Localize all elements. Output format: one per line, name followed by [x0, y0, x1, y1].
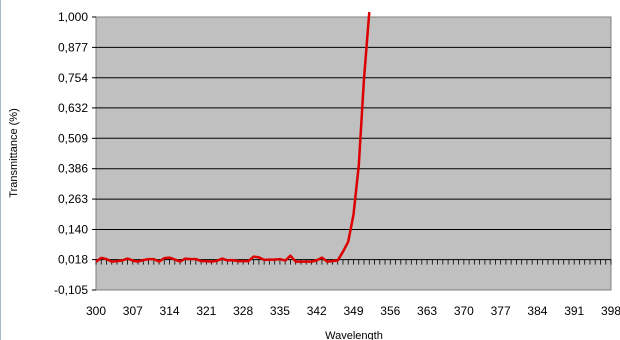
x-tick-label: 391 [564, 304, 584, 318]
y-tick-label: 0,877 [58, 40, 88, 54]
x-tick-label: 307 [123, 304, 143, 318]
y-tick-labels: 1,000 0,877 0,754 0,632 0,509 0,386 0,263 0,140… [54, 10, 88, 297]
x-tick-label: 335 [270, 304, 290, 318]
y-tick-label: 0,386 [58, 162, 88, 176]
plot-area [95, 16, 612, 291]
x-tick-label: 356 [380, 304, 400, 318]
y-axis-title: Transmittance (%) [8, 108, 20, 197]
y-tick-label: 0,018 [58, 253, 88, 267]
x-tick-label: 300 [86, 304, 106, 318]
x-tick-label: 377 [491, 304, 511, 318]
x-tick-label: 314 [160, 304, 180, 318]
y-tick-label: -0,105 [54, 283, 88, 297]
x-tick-labels: 300 307 314 321 328 335 342 349 356 363 370 377 384 3… [86, 304, 620, 318]
series-group [95, 12, 371, 263]
y-tick-label: 0,509 [58, 131, 88, 145]
series-line [95, 12, 371, 263]
y-tick-label: 0,754 [58, 71, 88, 85]
y-tick-label: 1,000 [58, 10, 88, 24]
x-tick-label: 321 [196, 304, 216, 318]
y-tick-label: 0,632 [58, 101, 88, 115]
x-tick-label: 342 [307, 304, 327, 318]
y-tick-label: 0,263 [58, 192, 88, 206]
x-tick-label: 370 [454, 304, 474, 318]
gridlines [92, 16, 611, 291]
x-tick-label: 328 [233, 304, 253, 318]
x-axis-title: Wavelength [325, 330, 383, 340]
x-tick-label: 363 [417, 304, 437, 318]
x-tick-label: 384 [527, 304, 547, 318]
x-tick-label: 398 [601, 304, 620, 318]
y-tick-label: 0,140 [58, 222, 88, 236]
x-tick-label: 349 [343, 304, 363, 318]
